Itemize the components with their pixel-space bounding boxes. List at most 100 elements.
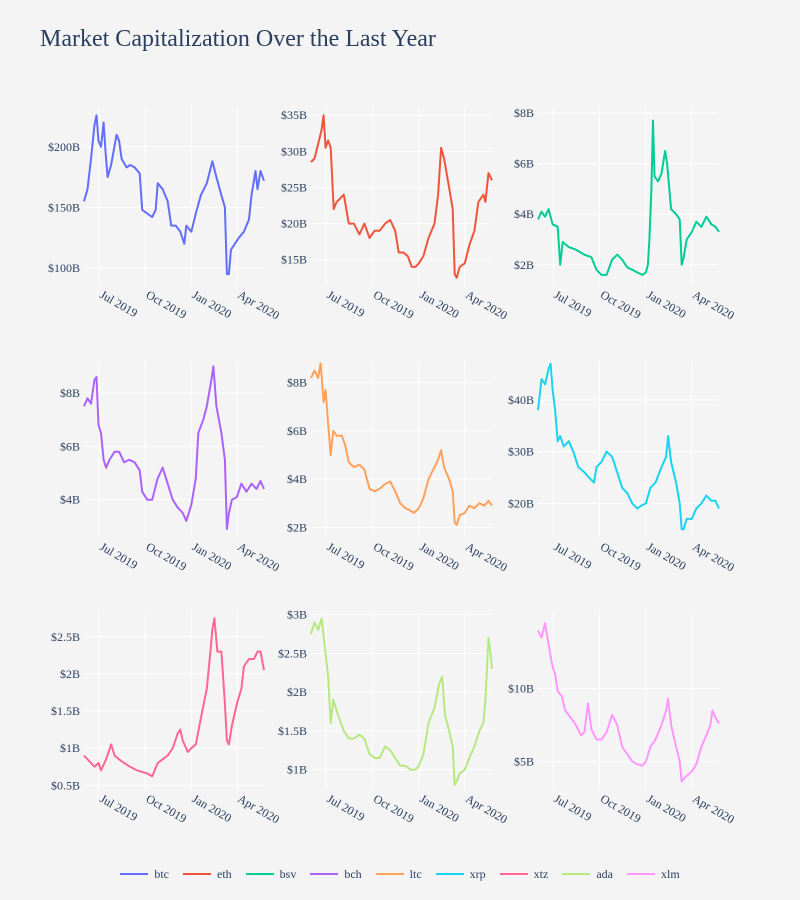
x-tick-label: Oct 2019 — [371, 539, 416, 573]
y-tick-label: $30B — [281, 144, 307, 158]
y-tick-label: $8B — [287, 376, 307, 390]
legend-label: xtz — [533, 866, 549, 881]
legend-item-xrp[interactable]: xrp — [435, 866, 486, 882]
series-line-ada[interactable] — [310, 617, 493, 787]
x-tick-label: Jul 2019 — [552, 791, 595, 824]
subplot-xlm: Jul 2019 Oct 2019 Jan 2020 Apr 2020 $5B $10B — [508, 613, 737, 826]
subplot-bsv: Jul 2019 Oct 2019 Jan 2020 Apr 2020 $2B $4B $6… — [514, 106, 737, 322]
y-tick-label: $30B — [508, 445, 534, 459]
y-tick-label: $10B — [508, 682, 534, 696]
x-tick-label: Oct 2019 — [371, 287, 416, 321]
y-tick-label: $2B — [287, 520, 307, 534]
legend[interactable]: btc eth bsv bch ltc xrp xtz ada xlm — [0, 864, 800, 884]
x-tick-label: Apr 2020 — [463, 287, 510, 322]
y-tick-label: $6B — [514, 157, 534, 171]
legend-label: ada — [596, 866, 613, 881]
x-tick-label: Jan 2020 — [417, 287, 461, 321]
legend-swatch — [562, 873, 591, 875]
x-tick-label: Jan 2020 — [190, 539, 234, 573]
x-tick-label: Apr 2020 — [235, 791, 282, 826]
y-tick-label: $4B — [60, 493, 80, 507]
y-tick-label: $150B — [48, 200, 80, 214]
x-tick-label: Jul 2019 — [325, 791, 368, 824]
y-tick-label: $6B — [60, 439, 80, 453]
y-tick-label: $6B — [287, 424, 307, 438]
x-tick-label: Apr 2020 — [690, 287, 737, 322]
x-tick-label: Apr 2020 — [235, 287, 282, 322]
y-tick-label: $2B — [60, 667, 80, 681]
y-tick-label: $35B — [281, 108, 307, 122]
legend-item-eth[interactable]: eth — [183, 867, 232, 882]
y-tick-label: $8B — [514, 106, 534, 120]
y-tick-label: $1B — [60, 741, 80, 755]
x-tick-label: Jul 2019 — [552, 539, 595, 572]
x-tick-label: Jul 2019 — [325, 539, 368, 572]
series-line-xrp[interactable] — [537, 362, 720, 531]
legend-label: xlm — [661, 866, 680, 881]
y-tick-label: $1.5B — [51, 704, 80, 718]
legend-swatch — [245, 873, 274, 875]
x-tick-label: Jul 2019 — [98, 539, 141, 572]
legend-item-ltc[interactable]: ltc — [375, 866, 422, 882]
subplot-ltc: Jul 2019 Oct 2019 Jan 2020 Apr 2020 $2B $4B $6… — [287, 361, 510, 574]
x-tick-label: Apr 2020 — [690, 539, 737, 574]
legend-item-btc[interactable]: btc — [120, 867, 169, 882]
x-tick-label: Oct 2019 — [598, 791, 643, 825]
x-tick-label: Jan 2020 — [417, 539, 461, 573]
x-tick-label: Apr 2020 — [235, 539, 282, 574]
legend-swatch — [183, 873, 211, 875]
x-tick-label: Jan 2020 — [644, 539, 688, 573]
x-tick-label: Jul 2019 — [552, 287, 595, 320]
y-tick-label: $8B — [60, 386, 80, 400]
legend-swatch — [120, 873, 149, 875]
legend-swatch — [375, 873, 404, 875]
x-tick-label: Jan 2020 — [190, 287, 234, 321]
y-tick-label: $2.5B — [51, 630, 80, 644]
y-tick-label: $4B — [287, 472, 307, 486]
legend-label: bsv — [279, 866, 297, 881]
legend-swatch — [627, 873, 655, 875]
series-line-eth[interactable] — [310, 114, 493, 279]
y-tick-label: $20B — [281, 217, 307, 231]
legend-item-ada[interactable]: ada — [562, 867, 613, 882]
subplot-bch: Jul 2019 Oct 2019 Jan 2020 Apr 2020 $4B $6B $8… — [60, 361, 282, 574]
y-tick-label: $200B — [48, 140, 80, 154]
series-line-ltc[interactable] — [310, 362, 493, 526]
x-tick-label: Oct 2019 — [598, 287, 643, 321]
series-line-btc[interactable] — [83, 114, 265, 276]
x-tick-label: Oct 2019 — [371, 791, 416, 825]
legend-item-xtz[interactable]: xtz — [499, 866, 549, 882]
y-tick-label: $5B — [514, 754, 534, 768]
x-tick-label: Apr 2020 — [690, 791, 737, 826]
y-tick-label: $0.5B — [51, 778, 80, 792]
x-tick-label: Jan 2020 — [417, 791, 461, 825]
x-tick-label: Jul 2019 — [98, 287, 141, 320]
y-tick-label: $15B — [281, 253, 307, 267]
legend-item-xlm[interactable]: xlm — [627, 867, 680, 882]
legend-item-bsv[interactable]: bsv — [245, 866, 297, 882]
y-tick-label: $2B — [287, 685, 307, 699]
y-tick-label: $100B — [48, 261, 80, 275]
series-line-bch[interactable] — [83, 365, 265, 530]
legend-item-bch[interactable]: bch — [310, 867, 362, 882]
y-tick-label: $2B — [514, 258, 534, 272]
y-tick-label: $4B — [514, 207, 534, 221]
legend-label: ltc — [409, 866, 422, 881]
x-tick-label: Oct 2019 — [598, 539, 643, 573]
y-tick-label: $1B — [287, 763, 307, 777]
subplot-xrp: Jul 2019 Oct 2019 Jan 2020 Apr 2020 $20B $30B… — [508, 361, 737, 574]
x-tick-label: Oct 2019 — [144, 791, 189, 825]
series-line-bsv[interactable] — [537, 119, 720, 276]
series-line-xtz[interactable] — [83, 617, 265, 778]
series-line-xlm[interactable] — [537, 622, 720, 783]
x-tick-label: Jan 2020 — [644, 791, 688, 825]
x-tick-label: Oct 2019 — [144, 539, 189, 573]
x-tick-label: Jul 2019 — [98, 791, 141, 824]
legend-label: xrp — [469, 866, 486, 881]
x-tick-label: Apr 2020 — [463, 539, 510, 574]
subplot-ada: Jul 2019 Oct 2019 Jan 2020 Apr 2020 $1B $1.5B… — [278, 608, 510, 827]
legend-swatch — [435, 873, 464, 875]
y-tick-label: $2.5B — [278, 646, 307, 660]
